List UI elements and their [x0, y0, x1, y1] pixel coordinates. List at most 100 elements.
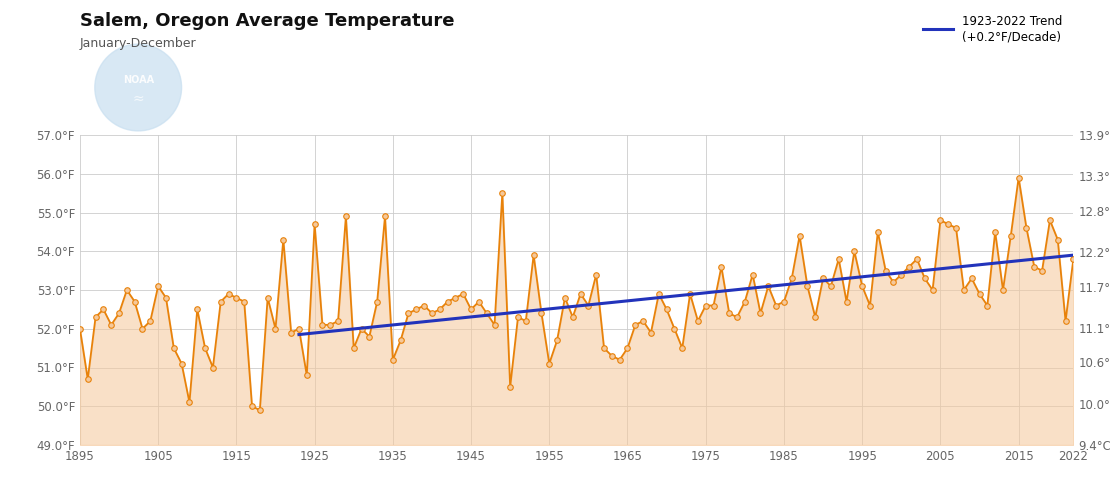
Point — [110, 309, 128, 318]
Point — [790, 232, 808, 240]
Point — [838, 298, 856, 306]
Point — [572, 290, 589, 298]
Point — [79, 375, 97, 383]
Point — [470, 298, 487, 306]
Point — [900, 263, 918, 271]
Point — [736, 298, 754, 306]
Point — [987, 228, 1005, 236]
Point — [259, 294, 276, 302]
Point — [392, 336, 410, 344]
Point — [149, 282, 166, 290]
Point — [486, 321, 504, 329]
Point — [649, 290, 667, 298]
Point — [235, 298, 253, 306]
Point — [141, 317, 159, 325]
Point — [423, 309, 441, 318]
Circle shape — [94, 44, 182, 131]
Point — [705, 302, 723, 310]
Point — [947, 224, 965, 232]
Point — [454, 290, 472, 298]
Point — [1002, 232, 1020, 240]
Point — [931, 216, 949, 224]
Point — [955, 286, 972, 294]
Point — [165, 344, 183, 352]
Point — [626, 321, 644, 329]
Point — [908, 255, 926, 263]
Point — [228, 294, 245, 302]
Text: NOAA: NOAA — [122, 76, 154, 86]
Point — [322, 321, 340, 329]
Point — [885, 278, 902, 286]
Point — [212, 298, 230, 306]
Point — [854, 282, 871, 290]
Point — [87, 313, 104, 321]
Point — [1064, 255, 1082, 263]
Point — [502, 383, 519, 391]
Point — [830, 255, 848, 263]
Point — [924, 286, 941, 294]
Point — [282, 328, 300, 336]
Point — [376, 212, 394, 220]
Point — [158, 294, 175, 302]
Point — [806, 313, 824, 321]
Point — [658, 306, 676, 314]
Point — [634, 317, 652, 325]
Point — [345, 344, 363, 352]
Point — [313, 321, 331, 329]
Point — [823, 282, 840, 290]
Point — [297, 371, 315, 379]
Point — [330, 317, 347, 325]
Point — [525, 251, 543, 259]
Point — [337, 212, 355, 220]
Point — [814, 274, 831, 282]
Point — [877, 266, 895, 274]
Legend: 1923-2022 Trend
(+0.2°F/Decade): 1923-2022 Trend (+0.2°F/Decade) — [919, 10, 1068, 48]
Point — [266, 325, 284, 333]
Point — [189, 306, 206, 314]
Point — [728, 313, 746, 321]
Point — [415, 302, 433, 310]
Point — [431, 306, 448, 314]
Text: January-December: January-December — [80, 38, 196, 51]
Point — [1033, 266, 1051, 274]
Text: ≈: ≈ — [132, 92, 144, 106]
Point — [642, 328, 659, 336]
Point — [995, 286, 1012, 294]
Point — [181, 398, 199, 406]
Point — [666, 325, 684, 333]
Point — [970, 290, 988, 298]
Text: Salem, Oregon Average Temperature: Salem, Oregon Average Temperature — [80, 12, 454, 30]
Point — [697, 302, 715, 310]
Point — [587, 270, 605, 278]
Point — [541, 360, 558, 368]
Point — [916, 274, 934, 282]
Point — [173, 360, 191, 368]
Point — [767, 302, 785, 310]
Point — [846, 248, 864, 255]
Point — [579, 302, 597, 310]
Point — [1049, 236, 1067, 244]
Point — [196, 344, 214, 352]
Point — [939, 220, 957, 228]
Point — [689, 317, 707, 325]
Point — [94, 306, 112, 314]
Point — [892, 270, 910, 278]
Point — [125, 298, 143, 306]
Point — [713, 263, 730, 271]
Point — [798, 282, 816, 290]
Point — [962, 274, 980, 282]
Point — [509, 313, 527, 321]
Point — [564, 313, 582, 321]
Point — [517, 317, 535, 325]
Point — [861, 302, 879, 310]
Point — [220, 290, 238, 298]
Point — [783, 274, 800, 282]
Point — [595, 344, 613, 352]
Point — [533, 309, 551, 318]
Point — [446, 294, 464, 302]
Point — [369, 298, 386, 306]
Point — [1057, 317, 1074, 325]
Point — [1026, 263, 1043, 271]
Point — [610, 356, 628, 364]
Point — [400, 309, 417, 318]
